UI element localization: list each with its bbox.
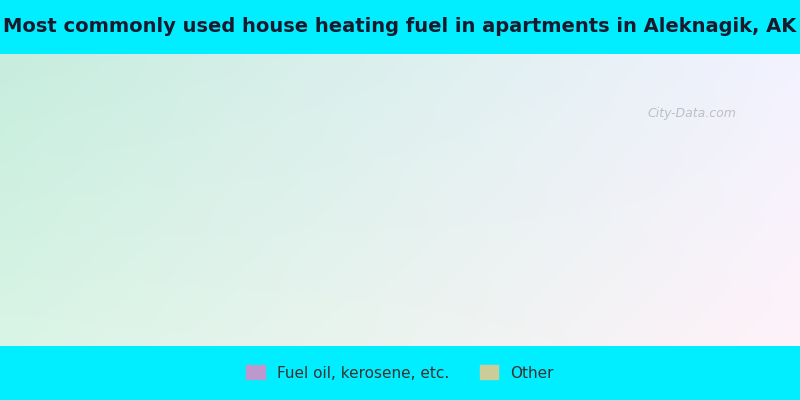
Text: City-Data.com: City-Data.com [647, 106, 736, 120]
Wedge shape [192, 346, 601, 400]
Text: Most commonly used house heating fuel in apartments in Aleknagik, AK: Most commonly used house heating fuel in… [3, 18, 797, 36]
Legend: Fuel oil, kerosene, etc., Other: Fuel oil, kerosene, etc., Other [240, 359, 560, 387]
